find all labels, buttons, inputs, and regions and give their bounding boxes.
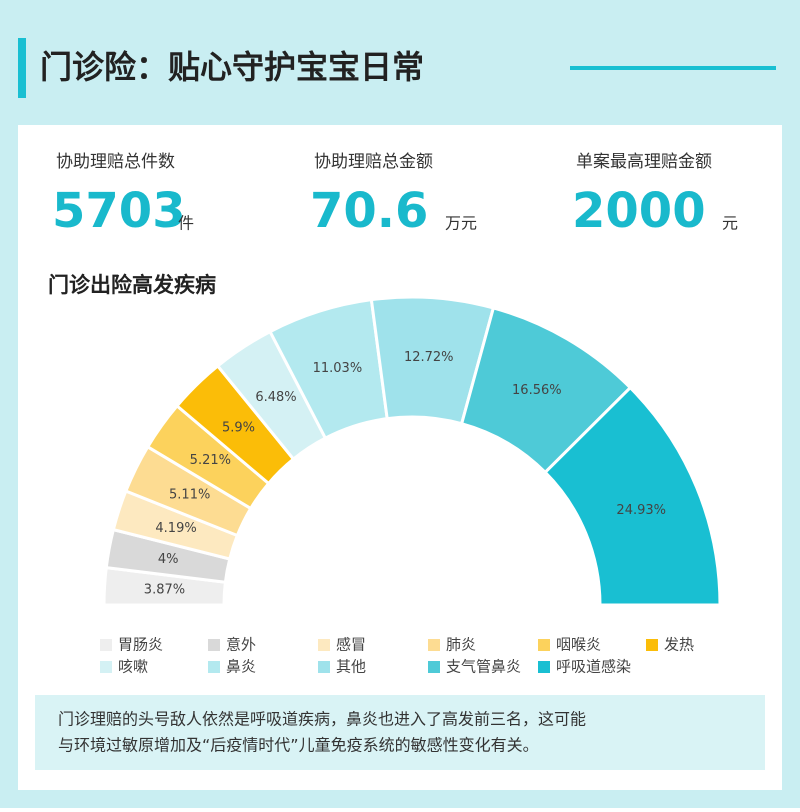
value-label: 5.21% (190, 453, 231, 468)
legend-swatch (646, 639, 658, 651)
stat-unit: 件 (178, 214, 194, 233)
note-text: 与环境过敏原增加及“后疫情时代”儿童免疫系统的敏感性变化有关。 (58, 736, 539, 755)
legend-label: 支气管鼻炎 (446, 658, 521, 676)
legend-label: 意外 (226, 636, 256, 654)
legend-label: 胃肠炎 (118, 636, 163, 654)
value-label: 5.11% (169, 488, 210, 503)
stat-unit: 万元 (445, 214, 477, 233)
legend-label: 肺炎 (446, 636, 476, 654)
value-label: 3.87% (144, 582, 185, 597)
legend-swatch (538, 639, 550, 651)
page-title: 门诊险：贴心守护宝宝日常 (40, 48, 424, 86)
legend-label: 其他 (336, 658, 366, 676)
legend-swatch (428, 661, 440, 673)
pie-segment (543, 385, 722, 607)
chart-title: 门诊出险高发疾病 (48, 273, 216, 297)
value-label: 16.56% (512, 383, 562, 398)
stat-value: 2000 (572, 183, 706, 239)
note-text: 门诊理赔的头号敌人依然是呼吸道疾病，鼻炎也进入了高发前三名，这可能 (58, 710, 586, 729)
legend-label: 咳嗽 (118, 658, 148, 676)
legend-label: 鼻炎 (226, 658, 256, 676)
value-label: 4% (158, 552, 179, 567)
legend-label: 咽喉炎 (556, 636, 601, 654)
legend-label: 发热 (664, 636, 694, 654)
legend-swatch (208, 639, 220, 651)
value-label: 4.19% (155, 521, 196, 536)
value-label: 12.72% (404, 350, 454, 365)
legend-swatch (428, 639, 440, 651)
stat-label: 单案最高理赔金额 (576, 152, 712, 172)
legend-swatch (100, 661, 112, 673)
legend-swatch (538, 661, 550, 673)
stat-label: 协助理赔总金额 (314, 152, 433, 172)
value-label: 11.03% (313, 361, 363, 376)
legend-swatch (100, 639, 112, 651)
legend-swatch (208, 661, 220, 673)
legend-swatch (318, 639, 330, 651)
title-bar (18, 38, 26, 98)
value-label: 6.48% (255, 390, 296, 405)
legend-label: 感冒 (336, 636, 366, 654)
stat-value: 5703 (52, 183, 186, 239)
legend-swatch (318, 661, 330, 673)
stat-value: 70.6 (310, 183, 428, 239)
stat-label: 协助理赔总件数 (56, 152, 175, 172)
legend-label: 呼吸道感染 (556, 658, 631, 676)
stat-unit: 元 (722, 214, 738, 233)
value-label: 5.9% (222, 420, 255, 435)
note-box (35, 695, 765, 770)
value-label: 24.93% (616, 503, 666, 518)
